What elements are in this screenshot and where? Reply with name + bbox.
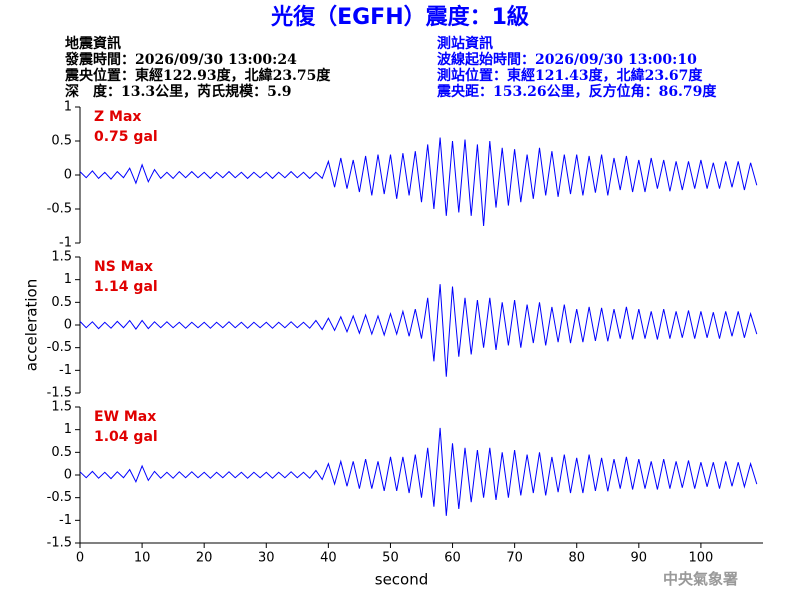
- annotation: EW Max: [94, 409, 156, 425]
- y-tick-label: 1: [64, 100, 72, 115]
- x-tick-label: 70: [506, 551, 523, 566]
- x-tick-label: 80: [568, 551, 585, 566]
- info-line: 測站資訊: [437, 35, 493, 52]
- waveform: [79, 427, 758, 516]
- y-tick-label: 0.5: [51, 445, 72, 460]
- y-tick-label: -0.5: [47, 490, 72, 505]
- y-tick-label: -1: [59, 513, 72, 528]
- y-tick-label: 1.5: [51, 400, 72, 415]
- max-label: 1.04 gal: [94, 429, 158, 445]
- waveform: [79, 137, 758, 227]
- max-label: 1.14 gal: [94, 279, 158, 295]
- y-tick-label: -1.5: [47, 536, 72, 551]
- y-tick-label: 0.5: [51, 134, 72, 149]
- info-line: 發震時間：2026/09/30 13:00:24: [64, 51, 297, 68]
- info-line: 深 度：13.3公里，芮氏規模：5.9: [65, 83, 291, 100]
- x-tick-label: 100: [688, 551, 713, 566]
- x-tick-label: 30: [258, 551, 275, 566]
- x-tick-label: 50: [382, 551, 399, 566]
- x-tick-label: 90: [631, 551, 648, 566]
- y-tick-label: 0: [64, 168, 72, 183]
- y-tick-label: 0: [64, 468, 72, 483]
- y-tick-label: -1: [59, 236, 72, 251]
- y-tick-label: 0.5: [51, 295, 72, 310]
- y-axis-label: acceleration: [23, 279, 41, 371]
- x-tick-label: 0: [76, 551, 84, 566]
- y-tick-label: 1: [64, 422, 72, 437]
- y-tick-label: -1: [59, 363, 72, 378]
- y-tick-label: 1.5: [51, 250, 72, 265]
- x-tick-label: 20: [196, 551, 213, 566]
- info-line: 波線起始時間：2026/09/30 13:00:10: [437, 51, 697, 68]
- chart-title: 光復（EGFH）震度：1級: [270, 4, 529, 30]
- annotation: Z Max: [94, 109, 141, 125]
- y-tick-label: 0: [64, 318, 72, 333]
- info-line: 地震資訊: [65, 35, 121, 52]
- x-tick-label: 10: [134, 551, 151, 566]
- y-tick-label: -0.5: [47, 340, 72, 355]
- y-tick-label: -1.5: [47, 386, 72, 401]
- x-tick-label: 60: [444, 551, 461, 566]
- footer: 中央氣象署: [663, 570, 738, 588]
- info-line: 震央位置：東經122.93度，北緯23.75度: [64, 67, 331, 84]
- info-line: 測站位置：東經121.43度，北緯23.67度: [437, 67, 703, 84]
- y-tick-label: -0.5: [47, 202, 72, 217]
- max-label: 0.75 gal: [94, 129, 158, 145]
- x-axis-label: second: [375, 571, 429, 589]
- y-tick-label: 1: [64, 272, 72, 287]
- x-tick-label: 40: [320, 551, 337, 566]
- waveform: [79, 284, 758, 377]
- annotation: NS Max: [94, 259, 153, 275]
- info-line: 震央距：153.26公里，反方位角：86.79度: [436, 83, 717, 100]
